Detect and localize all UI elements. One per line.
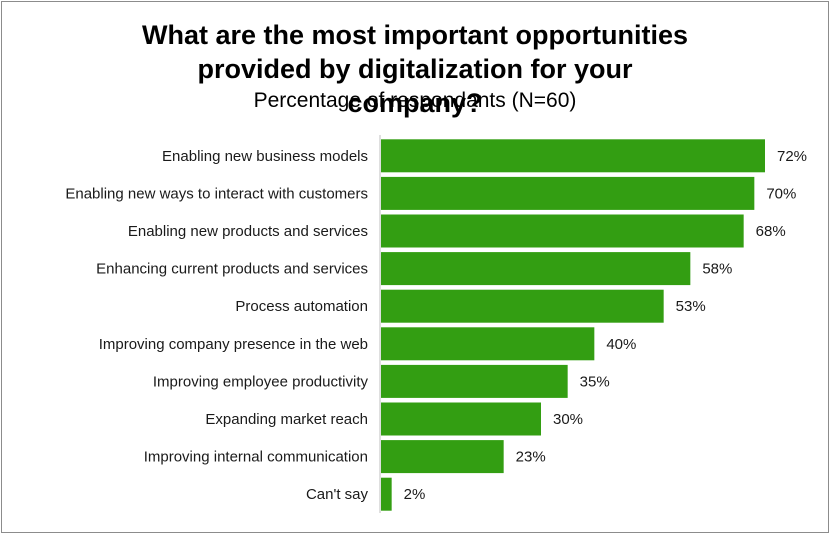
bar bbox=[381, 214, 744, 248]
data-label: 70% bbox=[766, 185, 796, 202]
chart-title: What are the most important opportunitie… bbox=[141, 20, 688, 118]
category-label: Enabling new ways to interact with custo… bbox=[65, 185, 368, 202]
bar bbox=[381, 364, 568, 398]
category-label: Process automation bbox=[235, 298, 368, 315]
bar bbox=[381, 440, 504, 474]
data-label: 30% bbox=[553, 411, 583, 428]
category-label: Enabling new business models bbox=[162, 148, 368, 165]
data-label: 40% bbox=[606, 336, 636, 353]
data-label: 23% bbox=[516, 449, 546, 466]
bar bbox=[381, 477, 392, 511]
bar bbox=[381, 139, 765, 173]
category-label: Enabling new products and services bbox=[128, 223, 368, 240]
category-label: Improving company presence in the web bbox=[99, 336, 368, 353]
data-label: 58% bbox=[702, 261, 732, 278]
data-label: 72% bbox=[777, 148, 807, 165]
bar bbox=[381, 176, 755, 210]
bar bbox=[381, 327, 595, 361]
category-label: Enhancing current products and services bbox=[96, 261, 368, 278]
category-label: Improving internal communication bbox=[144, 449, 368, 466]
bar bbox=[381, 252, 691, 286]
category-label: Can't say bbox=[306, 486, 369, 503]
data-label: 53% bbox=[676, 298, 706, 315]
data-label: 2% bbox=[404, 486, 426, 503]
category-label: Expanding market reach bbox=[205, 411, 368, 428]
data-label: 68% bbox=[756, 223, 786, 240]
data-label: 35% bbox=[580, 373, 610, 390]
bar bbox=[381, 402, 541, 436]
bar bbox=[381, 289, 664, 323]
category-label: Improving employee productivity bbox=[153, 373, 369, 390]
chart-subtitle: Percentage of respondants (N=60) bbox=[253, 89, 577, 112]
